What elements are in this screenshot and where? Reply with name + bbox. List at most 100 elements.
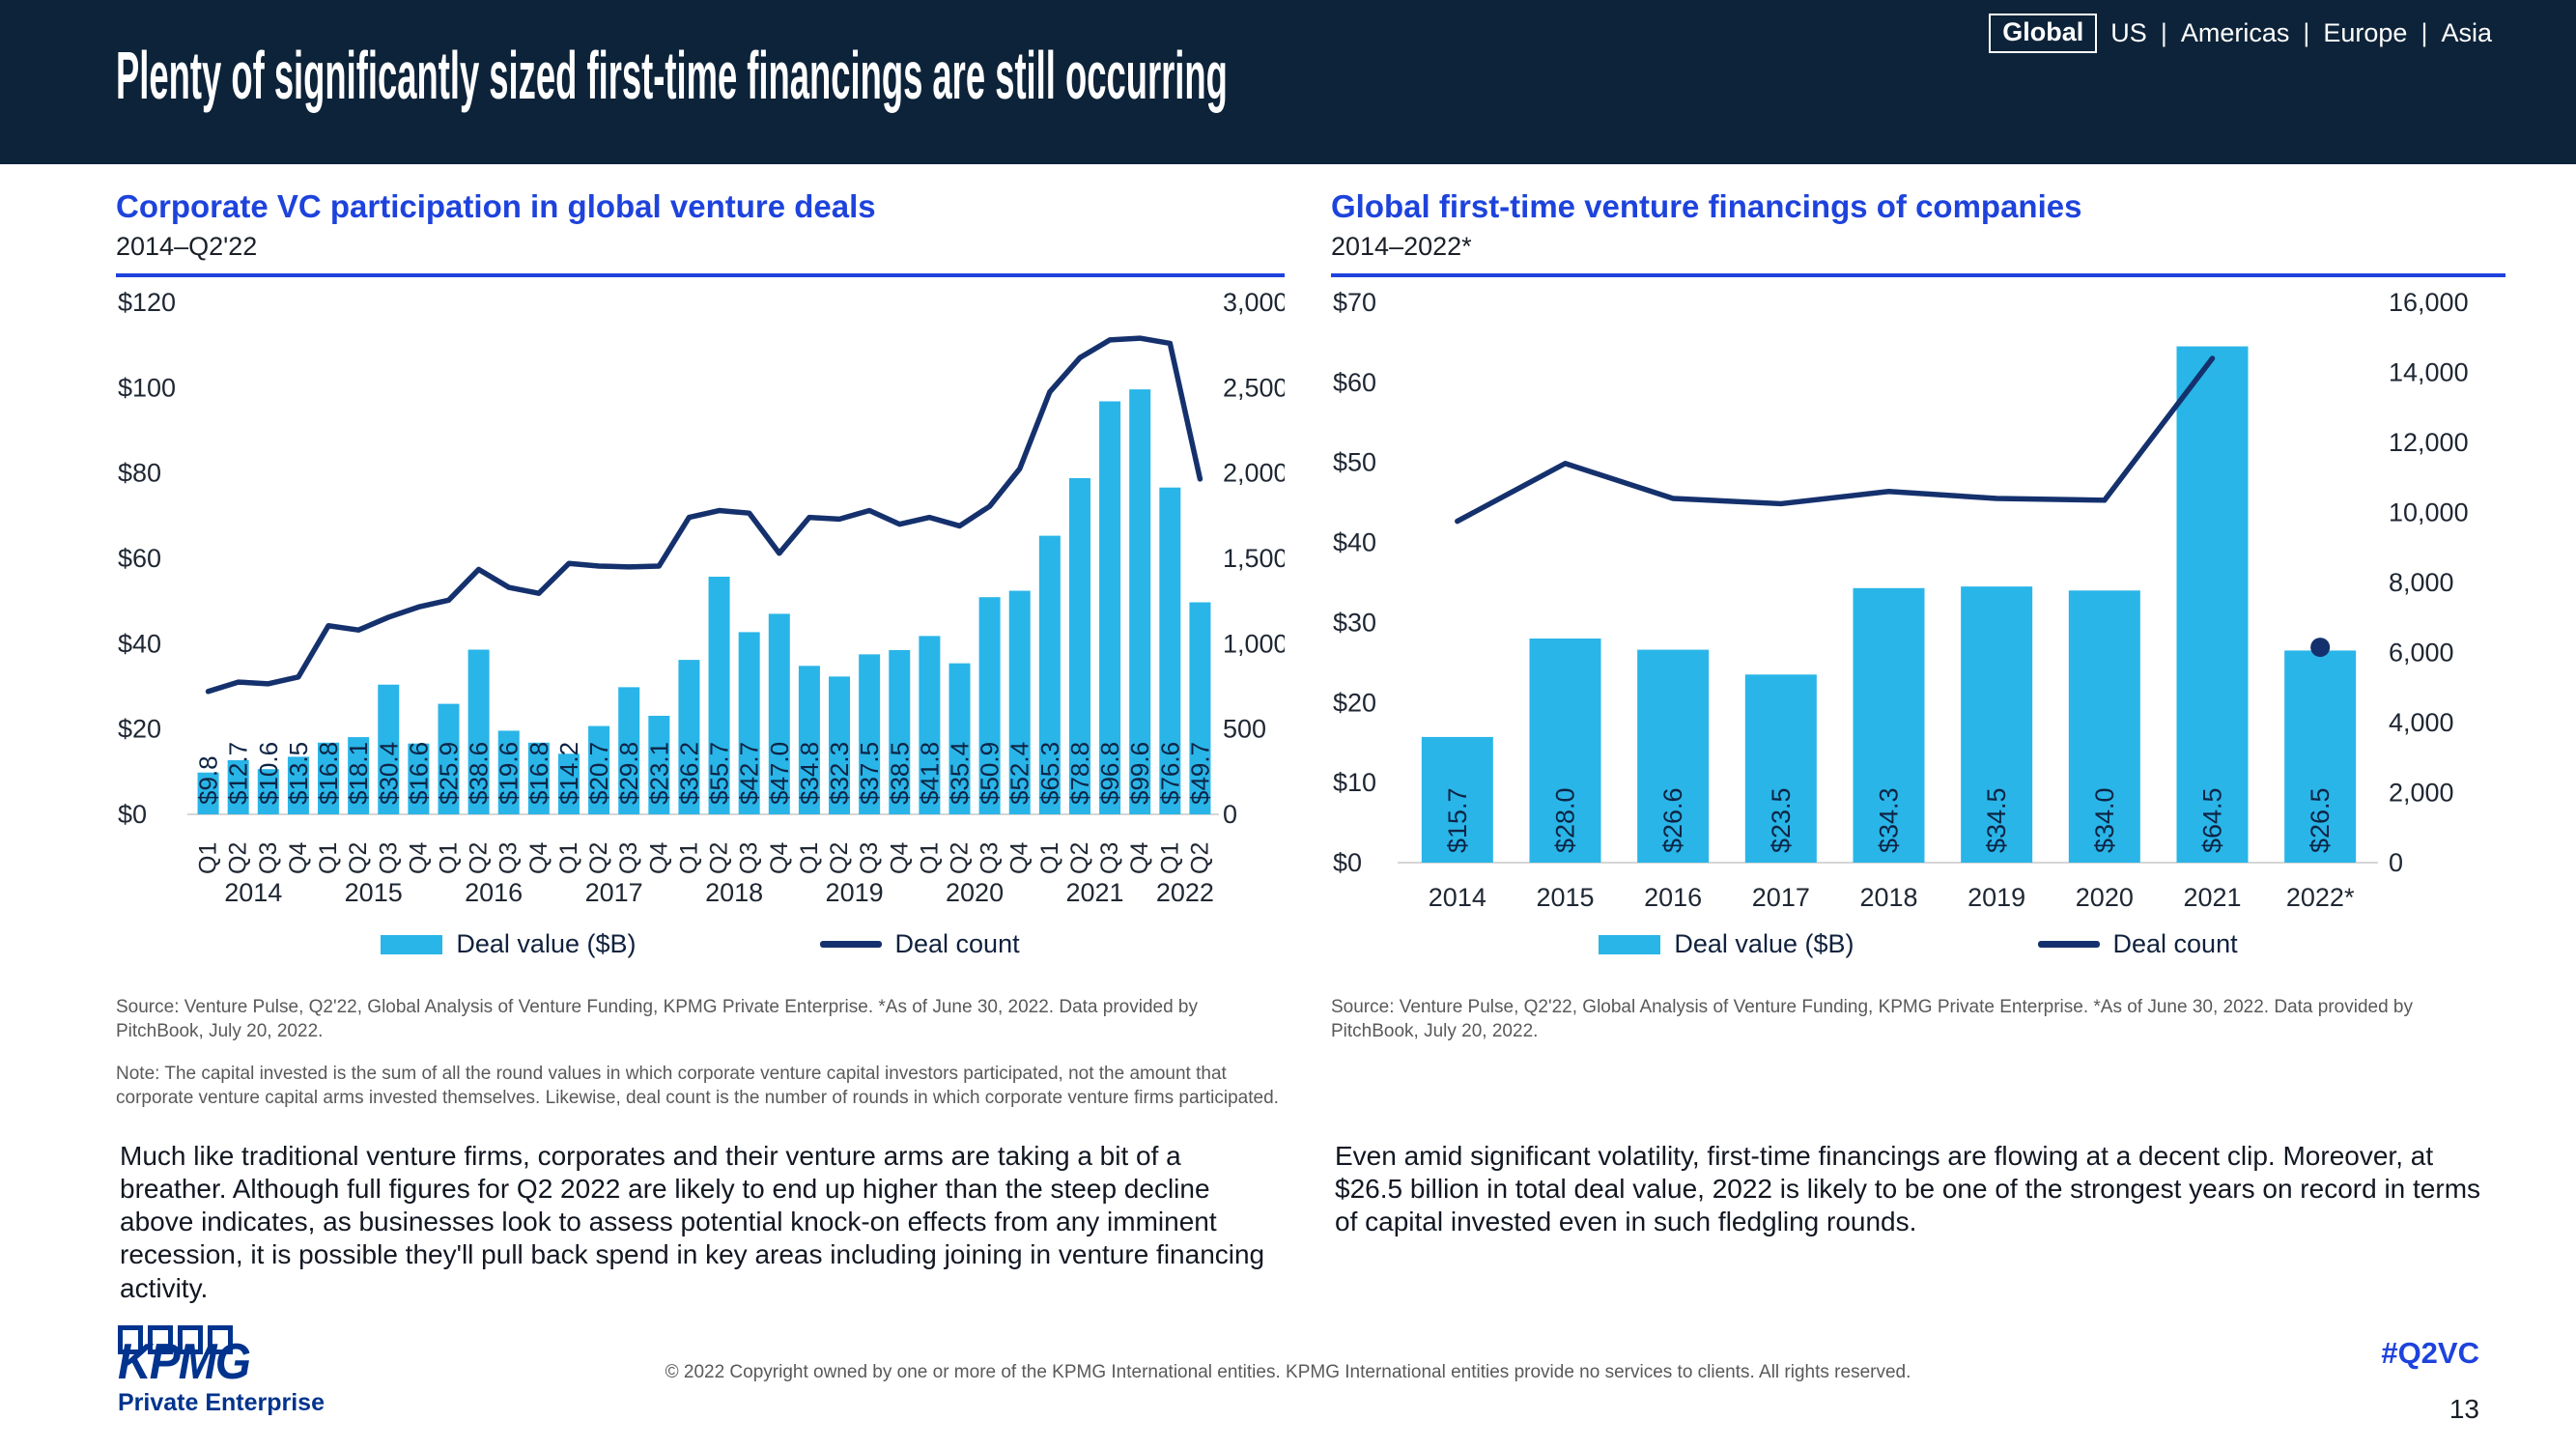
copyright-text: © 2022 Copyright owned by one or more of…: [665, 1362, 1911, 1382]
svg-text:Q1: Q1: [436, 842, 463, 874]
region-tab-us[interactable]: US: [2110, 18, 2147, 47]
svg-text:Q2: Q2: [706, 842, 733, 874]
svg-text:Q4: Q4: [405, 842, 432, 874]
svg-text:Q1: Q1: [555, 842, 582, 874]
svg-text:Q1: Q1: [675, 842, 702, 874]
title-rule: [116, 273, 1285, 277]
left-chart-panel: Corporate VC participation in global ven…: [116, 188, 1285, 1406]
svg-text:$10.6: $10.6: [254, 742, 283, 805]
region-separator: |: [2420, 18, 2428, 47]
svg-text:500: 500: [1223, 715, 1266, 744]
legend-deal-value-label: Deal value ($B): [456, 929, 637, 958]
right-source-text: Source: Venture Pulse, Q2'22, Global Ana…: [1331, 997, 2413, 1041]
svg-text:1,500: 1,500: [1223, 544, 1285, 573]
svg-text:$19.6: $19.6: [495, 742, 524, 805]
svg-text:Q2: Q2: [1186, 842, 1213, 874]
svg-text:10,000: 10,000: [2389, 498, 2469, 527]
page-title: Plenty of significantly sized first-time…: [116, 38, 1228, 113]
svg-text:$9.8: $9.8: [194, 755, 223, 805]
legend-deal-count: Deal count: [819, 929, 1020, 959]
svg-text:2019: 2019: [826, 878, 884, 907]
svg-text:6,000: 6,000: [2389, 639, 2454, 668]
svg-text:Q4: Q4: [1006, 842, 1033, 874]
svg-text:$12.7: $12.7: [224, 742, 253, 805]
svg-text:$26.5: $26.5: [2306, 787, 2335, 853]
svg-text:2021: 2021: [1065, 878, 1123, 907]
kpmg-logo-word: KPMG: [118, 1334, 251, 1390]
legend-deal-value-label: Deal value ($B): [1674, 929, 1854, 958]
svg-text:$28.0: $28.0: [1551, 787, 1580, 853]
svg-text:2022*: 2022*: [2286, 883, 2355, 912]
svg-text:2015: 2015: [345, 878, 403, 907]
svg-text:$65.3: $65.3: [1035, 742, 1064, 805]
svg-text:$37.5: $37.5: [855, 742, 884, 805]
svg-text:$38.5: $38.5: [885, 742, 914, 805]
svg-text:Q3: Q3: [615, 842, 642, 874]
header-banner: Plenty of significantly sized first-time…: [0, 0, 2576, 164]
bar-swatch-icon: [381, 934, 443, 954]
svg-text:$23.5: $23.5: [1767, 787, 1796, 853]
legend-deal-count-label: Deal count: [894, 929, 1020, 958]
region-tab-europe[interactable]: Europe: [2323, 18, 2408, 47]
svg-text:$16.8: $16.8: [314, 742, 343, 805]
region-tab-americas[interactable]: Americas: [2180, 18, 2290, 47]
region-tab-asia[interactable]: Asia: [2441, 18, 2492, 47]
svg-text:$34.8: $34.8: [795, 742, 824, 805]
svg-text:12,000: 12,000: [2389, 428, 2469, 457]
svg-text:2016: 2016: [1644, 883, 1702, 912]
svg-text:0: 0: [1223, 800, 1237, 829]
svg-text:$23.1: $23.1: [644, 742, 673, 805]
svg-text:Q1: Q1: [1156, 842, 1183, 874]
svg-text:$78.8: $78.8: [1065, 742, 1094, 805]
svg-text:2019: 2019: [1967, 883, 2025, 912]
svg-text:2015: 2015: [1536, 883, 1594, 912]
svg-text:2016: 2016: [465, 878, 523, 907]
svg-text:$20.7: $20.7: [584, 742, 613, 805]
svg-text:$34.0: $34.0: [2090, 787, 2119, 853]
svg-text:$36.2: $36.2: [674, 742, 703, 805]
svg-text:Q3: Q3: [1096, 842, 1123, 874]
svg-text:Q3: Q3: [495, 842, 523, 874]
svg-text:$13.5: $13.5: [284, 742, 313, 805]
svg-text:$40: $40: [118, 629, 161, 658]
svg-text:$20: $20: [118, 715, 161, 744]
svg-text:2,500: 2,500: [1223, 373, 1285, 402]
page-number: 13: [2449, 1394, 2479, 1424]
hashtag-label: #Q2VC: [2381, 1336, 2479, 1370]
svg-text:$40: $40: [1333, 528, 1376, 557]
region-tab-global[interactable]: Global: [1989, 14, 2098, 53]
right-commentary: Even amid significant volatility, first-…: [1335, 1141, 2481, 1237]
svg-text:$96.8: $96.8: [1095, 742, 1124, 805]
svg-text:0: 0: [2389, 848, 2403, 877]
svg-text:2014: 2014: [224, 878, 282, 907]
svg-text:Q3: Q3: [856, 842, 883, 874]
svg-text:2018: 2018: [705, 878, 763, 907]
svg-text:$29.8: $29.8: [614, 742, 643, 805]
svg-text:Q2: Q2: [826, 842, 853, 874]
left-source-text: Source: Venture Pulse, Q2'22, Global Ana…: [116, 997, 1198, 1041]
svg-text:Q3: Q3: [736, 842, 763, 874]
svg-text:$0: $0: [118, 800, 147, 829]
svg-text:Q4: Q4: [886, 842, 913, 874]
svg-text:8,000: 8,000: [2389, 568, 2454, 597]
svg-text:$26.6: $26.6: [1658, 787, 1687, 853]
svg-text:2014: 2014: [1429, 883, 1486, 912]
svg-text:Q4: Q4: [525, 842, 552, 874]
svg-text:2020: 2020: [2076, 883, 2134, 912]
svg-text:2021: 2021: [2183, 883, 2241, 912]
svg-text:$55.7: $55.7: [705, 742, 734, 805]
svg-text:$100: $100: [118, 373, 176, 402]
first-time-financings-chart: $70 $60 $50 $40 $30 $20 $10 $0 16,000 14,000 12,00…: [1333, 288, 2469, 912]
svg-text:$18.1: $18.1: [344, 742, 373, 805]
svg-text:$15.7: $15.7: [1443, 787, 1472, 853]
svg-text:$52.4: $52.4: [1005, 742, 1034, 805]
svg-text:$50.9: $50.9: [976, 742, 1005, 805]
svg-text:$25.9: $25.9: [435, 742, 464, 805]
svg-text:Q2: Q2: [345, 842, 372, 874]
svg-text:Q4: Q4: [645, 842, 672, 874]
svg-text:$10: $10: [1333, 768, 1376, 797]
svg-text:3,000: 3,000: [1223, 288, 1285, 317]
cvc-participation-chart: $120 $100 $80 $60 $40 $20 $0 3,000 2,500 2,000 1,5…: [118, 288, 1285, 907]
svg-text:Q1: Q1: [796, 842, 823, 874]
svg-text:Q2: Q2: [585, 842, 612, 874]
